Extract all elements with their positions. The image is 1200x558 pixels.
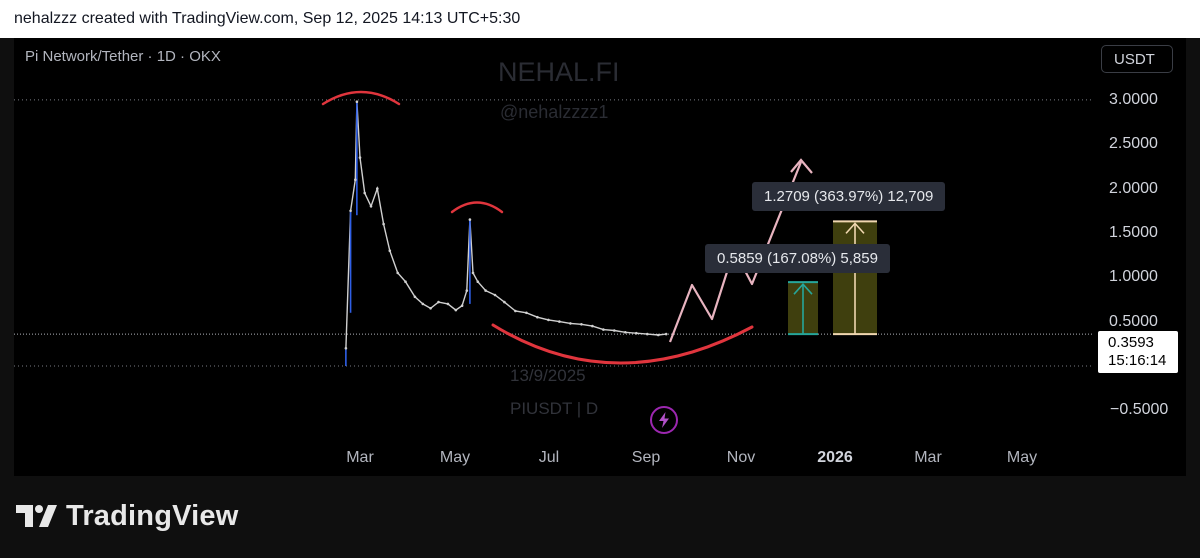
attribution-text: nehalzzz created with TradingView.com, S… (14, 10, 521, 27)
watermark-ticker: PIUSDT | D (510, 399, 599, 418)
price-axis-tick: 1.5000 (1109, 223, 1158, 241)
price-point (569, 322, 572, 325)
projection-arrowhead (790, 158, 813, 174)
price-axis-tick: 3.0000 (1109, 90, 1158, 108)
price-point (354, 178, 357, 181)
price-point (396, 271, 400, 275)
watermark-handle: @nehalzzzz1 (500, 102, 609, 122)
price-point (382, 222, 385, 226)
footer (0, 476, 1200, 558)
bottom-arc-drawing (491, 323, 754, 365)
price-point (468, 218, 472, 221)
lightning-icon[interactable] (649, 405, 679, 435)
price-point (437, 300, 440, 304)
watermark-date: 13/9/2025 (510, 366, 586, 385)
price-point (493, 293, 497, 297)
second-top-arc-drawing (450, 201, 504, 214)
price-point (358, 156, 362, 159)
time-axis-tick: May (1006, 449, 1038, 466)
time-axis-tick: May (439, 449, 471, 466)
price-axis-tick: 0.5000 (1109, 312, 1158, 330)
time-axis-tick: 2026 (817, 449, 853, 466)
price-point (602, 328, 605, 331)
price-point (547, 318, 550, 322)
price-point (476, 280, 480, 284)
chart-panel[interactable] (14, 38, 1186, 476)
price-point (635, 331, 638, 335)
price-point (646, 332, 649, 336)
symbol-title[interactable]: Pi Network/Tether · 1D · OKX (25, 48, 221, 65)
measure-arrowhead (793, 282, 813, 295)
price-point (355, 100, 359, 103)
price-point (613, 329, 616, 332)
price-point (460, 304, 464, 308)
price-point (429, 307, 432, 310)
price-point (536, 315, 539, 319)
last-price-value: 0.3593 (1108, 334, 1154, 351)
price-axis-tick: 2.0000 (1109, 179, 1158, 197)
price-axis-tick: 1.0000 (1109, 268, 1158, 286)
price-point (421, 302, 425, 306)
price-point (376, 187, 379, 190)
top-arc-drawing (321, 90, 401, 106)
price-axis-tick: 2.5000 (1109, 135, 1158, 153)
price-point (558, 320, 561, 323)
measure-callout-small[interactable]: 0.5859 (167.08%) 5,859 (705, 244, 890, 273)
tradingview-logo-icon (16, 505, 57, 527)
watermark-title: NEHAL.FI (498, 57, 620, 87)
price-point (404, 280, 407, 284)
time-axis-tick: Mar (346, 449, 374, 466)
price-point (624, 331, 627, 334)
price-point (454, 308, 458, 312)
price-point (503, 300, 506, 304)
last-price-label: 0.3593 15:16:14 (1098, 331, 1178, 373)
price-point (591, 324, 594, 328)
time-axis-tick: Nov (726, 449, 756, 466)
measure-arrowhead (845, 222, 865, 234)
price-point (484, 289, 487, 292)
price-point (580, 323, 583, 326)
currency-button[interactable]: USDT (1101, 45, 1173, 73)
time-axis-tick: Mar (914, 449, 942, 466)
tradingview-brand: TradingView (66, 500, 239, 532)
price-point (388, 249, 392, 252)
price-series-line (345, 101, 667, 349)
price-point (369, 205, 373, 208)
price-point (344, 347, 348, 350)
price-point (446, 302, 450, 306)
price-point (349, 209, 352, 213)
time-axis-tick: Jul (538, 449, 560, 466)
price-point (471, 271, 475, 275)
measure-callout-large[interactable]: 1.2709 (363.97%) 12,709 (752, 182, 946, 211)
price-point (465, 289, 469, 292)
price-axis-tick: −0.5000 (1110, 401, 1169, 419)
price-point (413, 295, 417, 299)
price-point (525, 311, 528, 315)
time-axis-tick: Sep (631, 449, 661, 466)
countdown-timer: 15:16:14 (1108, 352, 1167, 369)
price-point (363, 191, 367, 195)
price-point (514, 309, 517, 313)
attribution-bar: nehalzzz created with TradingView.com, S… (0, 0, 1200, 38)
price-point (657, 333, 660, 337)
price-point (664, 332, 668, 336)
